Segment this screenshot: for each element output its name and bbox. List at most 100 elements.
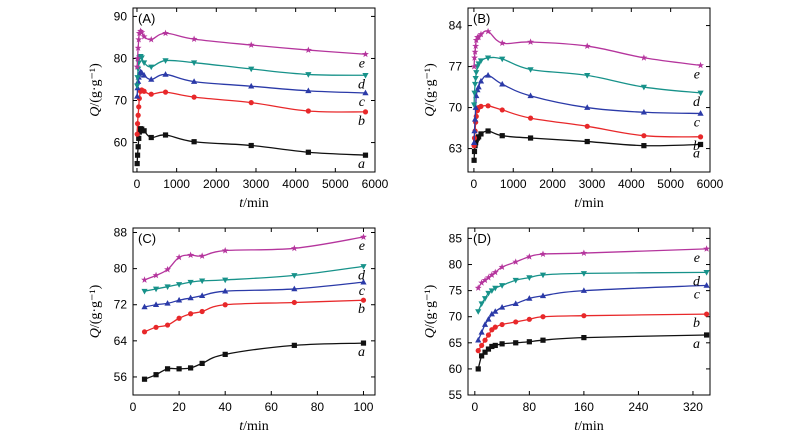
data-point-e <box>474 284 482 291</box>
series-line-c <box>477 284 707 341</box>
x-axis-label: t/min <box>239 419 269 434</box>
data-point-e <box>488 271 496 278</box>
data-point-d <box>488 288 495 294</box>
y-tick-label: 63 <box>449 142 463 156</box>
x-tick-label: 2000 <box>539 177 566 191</box>
data-point-e <box>491 268 499 276</box>
data-point-c <box>475 83 482 90</box>
panel-label: (C) <box>138 231 156 246</box>
series-a: a <box>471 128 704 163</box>
series-line-e <box>144 236 364 281</box>
data-point-c <box>141 303 148 310</box>
data-point-b <box>176 315 182 321</box>
x-tick-label: 5000 <box>657 177 684 191</box>
x-tick-label: 4000 <box>282 177 309 191</box>
data-point-c <box>135 78 142 84</box>
x-axis-label: t/min <box>574 419 604 434</box>
data-point-d <box>471 90 478 97</box>
data-point-e <box>484 27 492 35</box>
data-point-a <box>584 138 590 145</box>
data-point-d <box>499 56 506 63</box>
y-tick-label: 90 <box>114 9 128 23</box>
data-point-c <box>485 316 492 322</box>
data-point-e <box>360 233 367 240</box>
series-e: e <box>141 233 367 283</box>
data-point-d <box>697 90 704 97</box>
data-point-c <box>539 292 547 299</box>
data-point-d <box>141 60 148 66</box>
y-tick-label: 70 <box>449 310 463 324</box>
data-point-b <box>134 131 140 137</box>
x-tick-label: 0 <box>134 177 141 191</box>
data-point-d <box>175 282 183 288</box>
chart-panel-a: 0 1000 2000 3000 4000 5000 6000 60 70 80 90 (A) t/mi… <box>88 7 389 211</box>
data-point-a <box>136 129 142 135</box>
data-point-e <box>290 244 298 252</box>
data-point-b <box>362 109 369 115</box>
data-point-c <box>162 71 169 77</box>
data-point-a <box>362 152 369 158</box>
data-point-e <box>362 50 369 58</box>
data-point-e <box>134 44 142 51</box>
data-point-b <box>581 313 587 319</box>
series-label-a: a <box>358 345 365 360</box>
series-line-b <box>477 313 707 351</box>
data-point-d <box>475 61 482 67</box>
y-tick-label: 72 <box>114 298 128 312</box>
data-point-b <box>153 324 159 330</box>
data-point-e <box>164 265 171 273</box>
data-point-b <box>164 322 171 328</box>
series-c: c <box>470 72 704 146</box>
x-tick-label: 100 <box>353 400 373 414</box>
data-point-d <box>471 81 479 88</box>
series-line-b <box>136 89 366 135</box>
series-label-d: d <box>358 77 366 92</box>
data-point-a <box>164 366 171 372</box>
data-point-e <box>147 35 155 43</box>
data-point-e <box>471 48 479 55</box>
data-point-c <box>477 77 485 84</box>
data-point-a <box>581 334 587 341</box>
data-point-e <box>478 279 486 286</box>
data-point-a <box>305 149 311 155</box>
x-tick-label: 320 <box>683 400 703 414</box>
data-point-a <box>134 160 140 167</box>
series-line-a <box>473 130 701 161</box>
data-point-a <box>475 366 481 372</box>
series-a: a <box>134 126 369 172</box>
data-point-e <box>481 276 489 284</box>
data-point-e <box>472 42 480 49</box>
series-label-b: b <box>358 302 365 317</box>
data-point-a <box>162 132 169 138</box>
data-point-a <box>482 349 488 355</box>
series-c: c <box>475 282 710 343</box>
y-tick-label: 70 <box>449 101 463 115</box>
data-point-b <box>136 104 142 110</box>
data-point-e <box>583 42 591 49</box>
data-point-a <box>513 340 519 346</box>
y-tick-label: 77 <box>449 60 463 74</box>
y-axis-label: Q/(g·g⁻¹) <box>88 284 103 338</box>
x-tick-label: 80 <box>523 400 537 414</box>
data-point-c <box>512 300 519 306</box>
data-point-e <box>135 35 143 43</box>
series-label-c: c <box>694 287 701 302</box>
series-line-a <box>477 334 707 370</box>
data-point-c <box>640 108 647 115</box>
data-point-a <box>199 360 205 367</box>
series-label-c: c <box>359 95 366 110</box>
data-point-a <box>476 134 482 140</box>
data-point-a <box>136 135 142 141</box>
data-point-d <box>291 273 298 279</box>
data-point-a <box>478 131 484 137</box>
data-point-e <box>141 276 148 283</box>
y-axis-label: Q/(g·g⁻¹) <box>88 63 103 117</box>
data-point-e <box>539 250 547 258</box>
x-tick-label: 5000 <box>322 177 349 191</box>
data-point-c <box>175 296 183 303</box>
series-a: a <box>475 332 710 372</box>
data-point-a <box>485 346 492 352</box>
x-tick-label: 1000 <box>163 177 190 191</box>
series-line-d <box>144 265 364 292</box>
data-point-d <box>472 75 479 82</box>
